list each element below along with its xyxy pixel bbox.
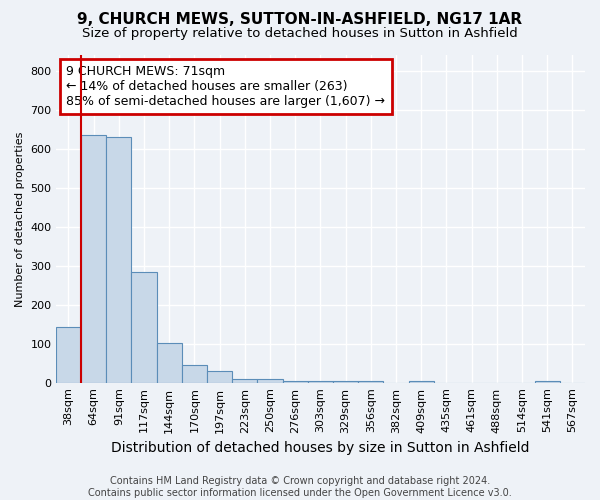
Text: Size of property relative to detached houses in Sutton in Ashfield: Size of property relative to detached ho…	[82, 28, 518, 40]
Bar	[157, 343, 182, 384]
Bar	[182, 365, 207, 384]
Bar	[56, 326, 81, 384]
Bar	[333, 382, 358, 384]
Bar	[257, 380, 283, 384]
Bar	[131, 272, 157, 384]
Bar	[207, 371, 232, 384]
Bar	[409, 382, 434, 384]
Text: 9, CHURCH MEWS, SUTTON-IN-ASHFIELD, NG17 1AR: 9, CHURCH MEWS, SUTTON-IN-ASHFIELD, NG17…	[77, 12, 523, 28]
X-axis label: Distribution of detached houses by size in Sutton in Ashfield: Distribution of detached houses by size …	[111, 441, 530, 455]
Bar	[283, 382, 308, 384]
Bar	[535, 382, 560, 384]
Y-axis label: Number of detached properties: Number of detached properties	[15, 132, 25, 307]
Bar	[81, 135, 106, 384]
Bar	[358, 382, 383, 384]
Bar	[106, 137, 131, 384]
Text: 9 CHURCH MEWS: 71sqm
← 14% of detached houses are smaller (263)
85% of semi-deta: 9 CHURCH MEWS: 71sqm ← 14% of detached h…	[67, 65, 385, 108]
Text: Contains HM Land Registry data © Crown copyright and database right 2024.
Contai: Contains HM Land Registry data © Crown c…	[88, 476, 512, 498]
Bar	[232, 380, 257, 384]
Bar	[308, 382, 333, 384]
